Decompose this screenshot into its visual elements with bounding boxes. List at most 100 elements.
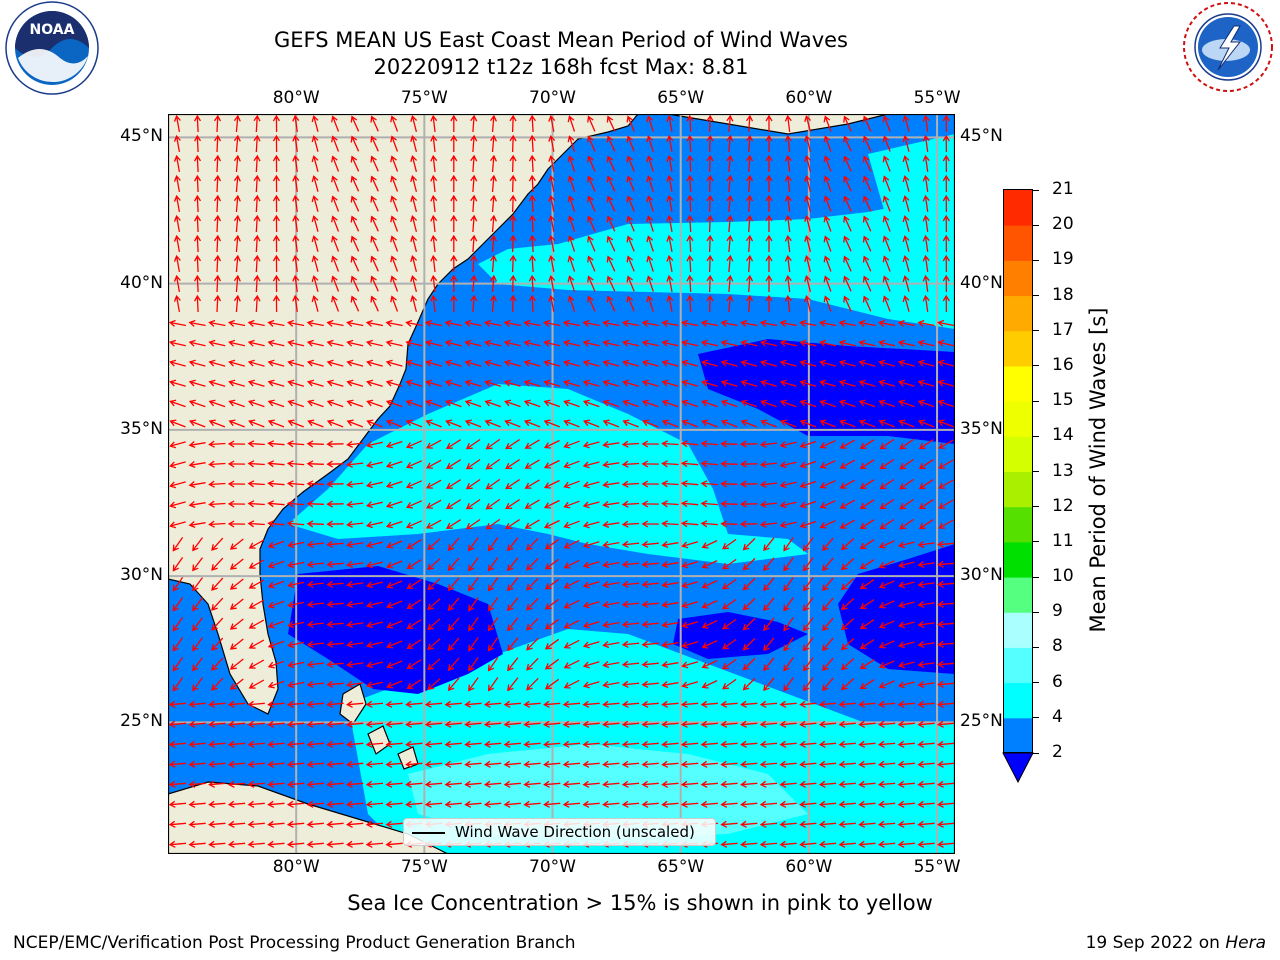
wave-direction-arrow <box>602 780 620 788</box>
wave-direction-arrow <box>818 700 837 708</box>
wave-direction-arrow <box>406 659 422 669</box>
wave-direction-arrow <box>503 379 521 387</box>
wave-direction-arrow <box>740 339 758 347</box>
wave-direction-arrow <box>485 518 501 530</box>
wave-direction-arrow <box>784 294 792 312</box>
wave-direction-arrow <box>681 359 699 367</box>
wave-direction-arrow <box>306 680 324 688</box>
wave-direction-arrow <box>765 114 773 132</box>
lon-tick-label-bottom: 70°W <box>529 857 576 877</box>
wave-direction-arrow <box>483 740 502 748</box>
wave-direction-arrow <box>759 780 778 788</box>
wave-direction-arrow <box>700 760 718 768</box>
wave-direction-arrow <box>168 740 187 748</box>
wave-direction-arrow <box>213 294 222 313</box>
wave-direction-arrow <box>385 379 403 387</box>
colorbar-tick-mark <box>1033 541 1039 543</box>
wave-direction-arrow <box>548 294 556 312</box>
wave-direction-arrow <box>267 359 285 367</box>
wave-direction-arrow <box>470 154 478 173</box>
wave-direction-arrow <box>326 740 344 748</box>
wave-direction-arrow <box>410 234 418 252</box>
wave-direction-arrow <box>646 115 654 132</box>
wave-direction-arrow <box>350 295 360 312</box>
wave-direction-arrow <box>759 800 778 808</box>
lon-tick-label-bottom: 75°W <box>400 857 448 877</box>
wave-direction-arrow <box>917 319 935 327</box>
wave-direction-arrow <box>858 700 876 708</box>
wave-direction-arrow <box>858 319 876 327</box>
wave-direction-arrow <box>292 234 300 252</box>
wave-direction-arrow <box>582 661 600 669</box>
colorbar-bin <box>1004 647 1032 684</box>
colorbar-tick-mark <box>1033 506 1039 508</box>
colorbar-bin <box>1004 471 1032 508</box>
wave-direction-arrow <box>465 518 481 530</box>
wave-direction-arrow <box>897 359 915 367</box>
wave-direction-arrow <box>567 135 576 152</box>
wave-direction-arrow <box>681 541 699 549</box>
wave-direction-arrow <box>350 275 360 292</box>
wave-direction-arrow <box>582 561 600 569</box>
wave-direction-arrow <box>194 214 202 233</box>
wave-direction-arrow <box>783 657 794 672</box>
wave-direction-arrow <box>405 419 423 428</box>
wave-direction-arrow <box>370 155 379 172</box>
wave-direction-arrow <box>897 379 915 387</box>
wave-direction-arrow <box>405 780 423 788</box>
wave-direction-arrow <box>366 419 383 428</box>
wave-direction-arrow <box>626 295 635 312</box>
wave-direction-arrow <box>543 800 561 808</box>
wave-direction-arrow <box>818 319 837 327</box>
wave-direction-arrow <box>819 500 836 509</box>
wave-direction-arrow <box>582 780 600 788</box>
wave-direction-arrow <box>229 538 244 550</box>
wave-direction-arrow <box>626 175 635 192</box>
wave-direction-arrow <box>641 540 659 548</box>
wave-direction-arrow <box>208 820 226 828</box>
wave-direction-arrow <box>562 740 581 748</box>
wave-direction-arrow <box>504 399 521 408</box>
wave-direction-arrow <box>563 419 580 428</box>
wave-direction-arrow <box>917 740 935 748</box>
wave-direction-arrow <box>385 520 403 529</box>
wave-direction-arrow <box>681 681 699 689</box>
wave-direction-arrow <box>370 275 379 292</box>
wave-direction-arrow <box>686 154 694 173</box>
wave-direction-arrow <box>917 680 935 688</box>
wave-direction-arrow <box>470 274 478 293</box>
wave-direction-arrow <box>720 440 738 448</box>
wave-direction-arrow <box>188 501 206 509</box>
wave-direction-arrow <box>779 820 797 828</box>
wave-direction-arrow <box>169 419 186 428</box>
wave-direction-arrow <box>917 419 935 428</box>
wave-direction-arrow <box>528 114 536 133</box>
wave-direction-arrow <box>509 114 517 133</box>
wave-direction-arrow <box>173 234 181 253</box>
wave-direction-arrow <box>468 597 479 612</box>
wave-direction-arrow <box>509 134 517 153</box>
wave-direction-arrow <box>306 460 324 468</box>
wave-direction-arrow <box>406 579 422 589</box>
wave-direction-arrow <box>450 194 458 212</box>
wave-direction-arrow <box>543 379 561 387</box>
wave-direction-arrow <box>666 274 674 293</box>
wave-direction-arrow <box>799 460 817 469</box>
wave-direction-arrow <box>666 234 674 253</box>
wave-direction-arrow <box>430 154 438 172</box>
period-6-8-regions <box>408 744 808 839</box>
wave-direction-arrow <box>917 700 935 708</box>
wave-direction-arrow <box>922 214 930 232</box>
wave-direction-arrow <box>877 820 896 828</box>
wave-direction-arrow <box>306 339 324 347</box>
wave-direction-arrow <box>720 399 738 408</box>
wave-direction-arrow <box>464 720 482 728</box>
wave-direction-arrow <box>406 599 422 609</box>
wave-direction-arrow <box>742 577 756 591</box>
wave-direction-arrow <box>247 319 265 327</box>
wave-direction-arrow <box>745 294 754 313</box>
wave-direction-arrow <box>823 215 832 232</box>
wave-direction-arrow <box>528 254 536 273</box>
wave-direction-arrow <box>602 800 620 808</box>
wave-direction-arrow <box>253 294 261 313</box>
